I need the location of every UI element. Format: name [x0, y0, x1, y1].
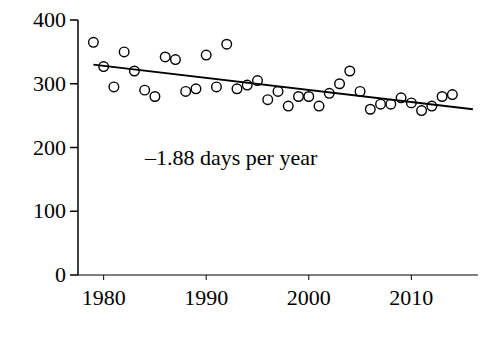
point: [140, 85, 150, 95]
point: [201, 50, 211, 60]
point: [222, 39, 232, 49]
point: [232, 84, 242, 94]
point: [304, 92, 314, 102]
point: [171, 55, 181, 65]
point: [314, 101, 324, 111]
annotation: –1.88 days per year: [144, 145, 318, 170]
point: [150, 92, 160, 102]
chart-root: 0 100 200 300 400 1980 1990 2000 2010 –1.88 days …: [0, 0, 500, 350]
point: [448, 90, 458, 100]
y-tick-label: 100: [33, 198, 66, 223]
point: [437, 92, 447, 102]
point: [417, 106, 427, 116]
y-tick: [70, 83, 78, 85]
x-tick: [308, 275, 309, 280]
point: [294, 92, 304, 102]
point: [119, 47, 129, 57]
point: [273, 87, 283, 97]
point: [130, 66, 140, 76]
point: [89, 38, 99, 48]
point: [109, 82, 119, 92]
x-tick-label: 2000: [287, 285, 331, 310]
x-tick-label: 1990: [184, 285, 228, 310]
x-axis: [78, 275, 478, 276]
point: [345, 66, 355, 76]
point: [160, 52, 170, 62]
point: [366, 104, 376, 114]
point: [427, 101, 437, 111]
plot-marks: [89, 38, 473, 116]
y-tick-label: 200: [33, 135, 66, 160]
y-tick-label: 0: [55, 262, 66, 287]
point: [283, 101, 293, 111]
point: [181, 87, 191, 97]
point: [212, 82, 222, 92]
point: [335, 79, 345, 89]
x-tick: [103, 275, 104, 280]
y-tick: [70, 211, 78, 213]
x-tick: [411, 275, 412, 280]
x-tick-label: 2010: [389, 285, 433, 310]
y-tick: [70, 19, 78, 21]
y-tick-label: 400: [33, 7, 66, 32]
y-tick-label: 300: [33, 71, 66, 96]
point: [191, 84, 201, 94]
point: [376, 99, 386, 109]
point: [263, 95, 273, 105]
x-tick: [206, 275, 207, 280]
x-tick-label: 1980: [82, 285, 126, 310]
y-tick: [70, 147, 78, 149]
chart: 0 100 200 300 400 1980 1990 2000 2010 –1.88 days …: [0, 0, 500, 350]
y-tick: [70, 274, 78, 276]
trend-line: [93, 65, 472, 110]
